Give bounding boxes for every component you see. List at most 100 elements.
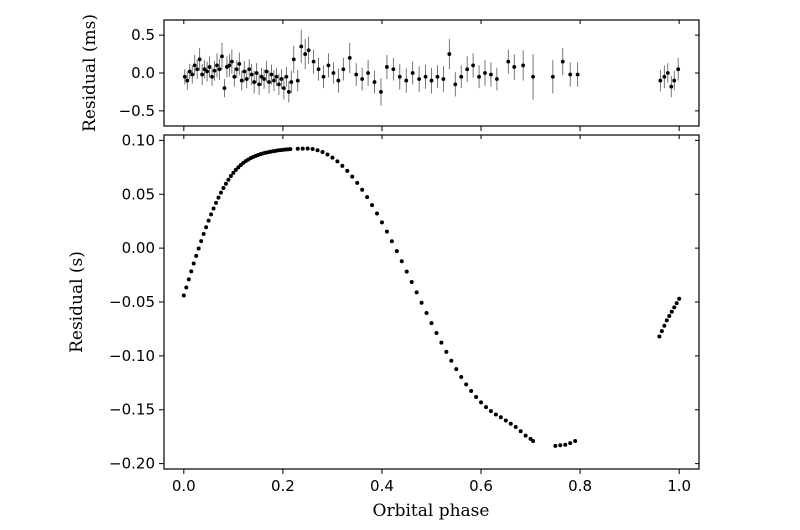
data-point [326,63,331,68]
data-point [215,63,219,68]
data-point [674,301,679,306]
bottom-panel-frame [163,134,700,470]
x-tick-label: 0.4 [370,477,394,495]
data-point [209,212,214,217]
data-point [419,300,424,305]
data-point [464,382,469,387]
data-point [523,433,528,438]
y-tick-label: −0.10 [109,347,155,365]
data-point [335,159,340,164]
data-point [185,78,190,83]
data-point [331,71,336,75]
x-tick-label: 0.2 [271,477,295,495]
data-point [211,206,216,211]
data-point [311,59,316,64]
data-point [550,74,555,79]
bottom-panel-x-ticks: 0.0 0.2 0.4 0.6 0.8 1.0 [172,135,691,495]
data-point [429,321,434,326]
data-point [488,409,493,414]
data-point [284,74,289,79]
top-panel-y-axis-label: Residual (ms) [80,14,100,132]
y-tick-label: −0.20 [109,455,155,473]
top-panel: −0.5 0.0 0.5 Residual (ms) [80,14,700,132]
data-point [277,82,281,87]
data-point [439,340,444,345]
data-point [409,279,414,284]
data-point [360,77,365,81]
data-point [199,239,204,244]
data-point [434,331,439,336]
data-point [197,57,202,62]
data-point [664,318,669,323]
data-point [300,146,305,151]
data-point [493,412,498,417]
data-point [305,146,310,151]
data-point [479,400,484,405]
data-point [662,74,667,79]
x-tick-label: 1.0 [667,477,691,495]
y-tick-label: 0.10 [122,131,155,149]
data-point [662,323,667,328]
data-point [204,225,209,230]
data-point [399,259,404,264]
data-point [190,72,195,77]
data-point [330,155,335,160]
data-point [454,367,459,372]
data-point [207,65,212,69]
bottom-panel-y-ticks: −0.20 −0.15 −0.10 −0.05 0.00 0.05 0.10 [109,131,699,473]
data-point [429,78,434,83]
data-point [563,442,568,447]
x-tick-label: 0.6 [469,477,493,495]
data-point [232,74,237,79]
data-point [370,203,375,208]
data-point [217,67,222,72]
data-point [375,211,380,216]
data-point [453,82,458,87]
data-point [669,309,674,314]
data-point [365,195,370,200]
data-point [423,74,428,79]
data-point [237,62,242,66]
data-point [465,67,470,72]
data-point [205,69,209,74]
data-point [498,415,503,420]
y-tick-label: 0.0 [131,64,155,82]
bottom-panel: 0.0 0.2 0.4 0.6 0.8 1.0 −0.20 −0.15 −0.10 −0.05 0… [67,131,700,521]
data-point [233,167,238,172]
data-point [558,443,563,448]
data-point [226,177,231,182]
x-axis-label: Orbital phase [373,501,490,521]
data-point [397,74,402,79]
data-point [218,190,223,195]
data-point [191,261,196,266]
data-point [249,72,254,77]
data-point [573,438,578,443]
data-point [531,438,536,443]
data-point [196,246,201,251]
data-point [360,187,365,192]
data-point [182,74,187,79]
data-point [247,67,252,72]
data-point [449,358,454,363]
data-point [672,78,677,83]
data-point [385,65,389,69]
bottom-panel-points [181,146,682,448]
data-point [321,74,326,79]
data-point [568,72,573,77]
y-tick-label: −0.5 [119,102,155,120]
data-point [262,77,266,81]
data-point [299,44,304,49]
data-point [223,181,228,186]
data-point [303,52,308,56]
data-point [568,441,573,446]
data-point [242,69,247,74]
data-point [424,310,429,315]
data-point [459,74,464,79]
data-point [521,63,526,68]
data-point [274,74,279,79]
data-point [667,314,672,319]
data-point [228,174,233,179]
data-point [341,67,346,72]
data-point [254,71,259,75]
